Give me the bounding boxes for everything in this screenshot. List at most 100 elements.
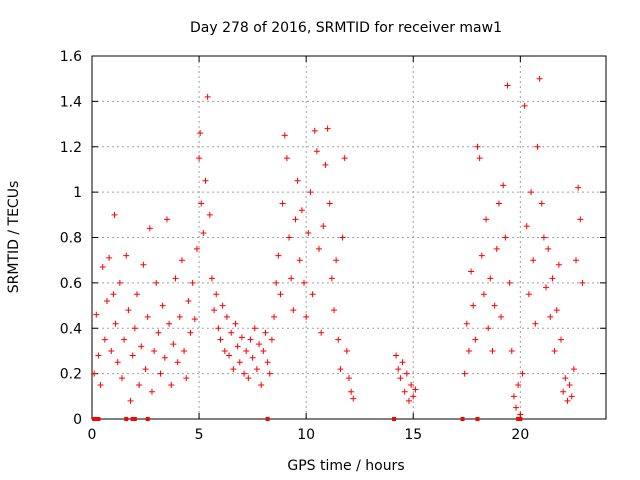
data-point — [281, 132, 288, 139]
data-point — [262, 329, 269, 336]
data-point — [223, 313, 230, 320]
data-point — [333, 257, 340, 264]
data-point — [560, 388, 567, 395]
data-point — [166, 320, 173, 327]
data-point — [500, 182, 507, 189]
zero-marker — [94, 417, 99, 421]
data-point — [178, 257, 185, 264]
data-point — [163, 216, 170, 223]
data-point — [549, 275, 556, 282]
data-point — [463, 320, 470, 327]
data-point — [127, 397, 134, 404]
data-point — [528, 189, 535, 196]
data-point — [538, 200, 545, 207]
data-point — [258, 381, 265, 388]
data-point — [577, 216, 584, 223]
y-tick-label: 0.4 — [60, 321, 82, 337]
data-point — [275, 252, 282, 259]
data-point — [97, 381, 104, 388]
data-point — [249, 354, 256, 361]
data-point — [305, 229, 312, 236]
data-point — [228, 329, 235, 336]
data-point — [517, 411, 524, 418]
data-point — [513, 404, 520, 411]
data-point — [536, 75, 543, 82]
data-point — [534, 143, 541, 150]
data-point — [230, 366, 237, 373]
data-point — [245, 375, 252, 382]
data-point — [504, 82, 511, 89]
data-point — [174, 359, 181, 366]
data-point — [217, 336, 224, 343]
data-point — [116, 279, 123, 286]
data-point — [215, 325, 222, 332]
data-point — [95, 352, 102, 359]
data-point — [403, 370, 410, 377]
y-tick-label: 0 — [73, 412, 82, 428]
data-point — [251, 325, 258, 332]
grid-lines — [92, 56, 606, 419]
data-point — [197, 130, 204, 137]
data-point — [495, 200, 502, 207]
data-point — [337, 366, 344, 373]
data-point — [268, 336, 275, 343]
data-point — [519, 370, 526, 377]
x-tick-label: 15 — [404, 427, 422, 443]
data-point — [395, 366, 402, 373]
data-point — [189, 279, 196, 286]
data-point — [91, 370, 98, 377]
data-point — [234, 343, 241, 350]
y-tick-label: 1.4 — [60, 94, 82, 110]
data-point — [202, 177, 209, 184]
data-point — [238, 334, 245, 341]
data-point — [204, 93, 211, 100]
data-point — [465, 347, 472, 354]
data-point — [243, 347, 250, 354]
data-point — [191, 316, 198, 323]
y-tick-label: 0.8 — [60, 231, 82, 247]
data-point — [405, 397, 412, 404]
data-point — [111, 211, 118, 218]
data-point — [393, 352, 400, 359]
data-point — [575, 184, 582, 191]
zero-marker — [132, 417, 137, 421]
data-point — [226, 352, 233, 359]
data-point — [547, 313, 554, 320]
data-point — [123, 252, 130, 259]
data-point — [172, 275, 179, 282]
data-point — [288, 275, 295, 282]
data-point — [101, 336, 108, 343]
data-point — [401, 388, 408, 395]
data-point — [277, 291, 284, 298]
zero-marker — [391, 417, 396, 421]
data-point — [397, 375, 404, 382]
data-point — [566, 381, 573, 388]
zero-marker — [518, 417, 523, 421]
data-point — [125, 307, 132, 314]
data-point — [264, 359, 271, 366]
zero-marker — [124, 417, 129, 421]
data-point — [476, 155, 483, 162]
zero-marker — [96, 417, 101, 421]
data-point — [322, 161, 329, 168]
data-point — [292, 216, 299, 223]
data-point — [483, 216, 490, 223]
data-point — [498, 313, 505, 320]
x-tick-label: 10 — [297, 427, 315, 443]
data-point — [213, 291, 220, 298]
data-point — [159, 302, 166, 309]
data-point — [461, 370, 468, 377]
data-point — [142, 366, 149, 373]
chart-title: Day 278 of 2016, SRMTID for receiver maw… — [190, 20, 502, 36]
y-axis-label: SRMTID / TECUs — [6, 181, 22, 294]
data-point — [545, 245, 552, 252]
data-point — [129, 352, 136, 359]
zero-marker — [92, 417, 97, 421]
data-point — [487, 275, 494, 282]
data-point — [573, 257, 580, 264]
data-point — [236, 359, 243, 366]
data-point — [144, 313, 151, 320]
data-point — [555, 261, 562, 268]
data-point — [472, 336, 479, 343]
data-point — [286, 234, 293, 241]
